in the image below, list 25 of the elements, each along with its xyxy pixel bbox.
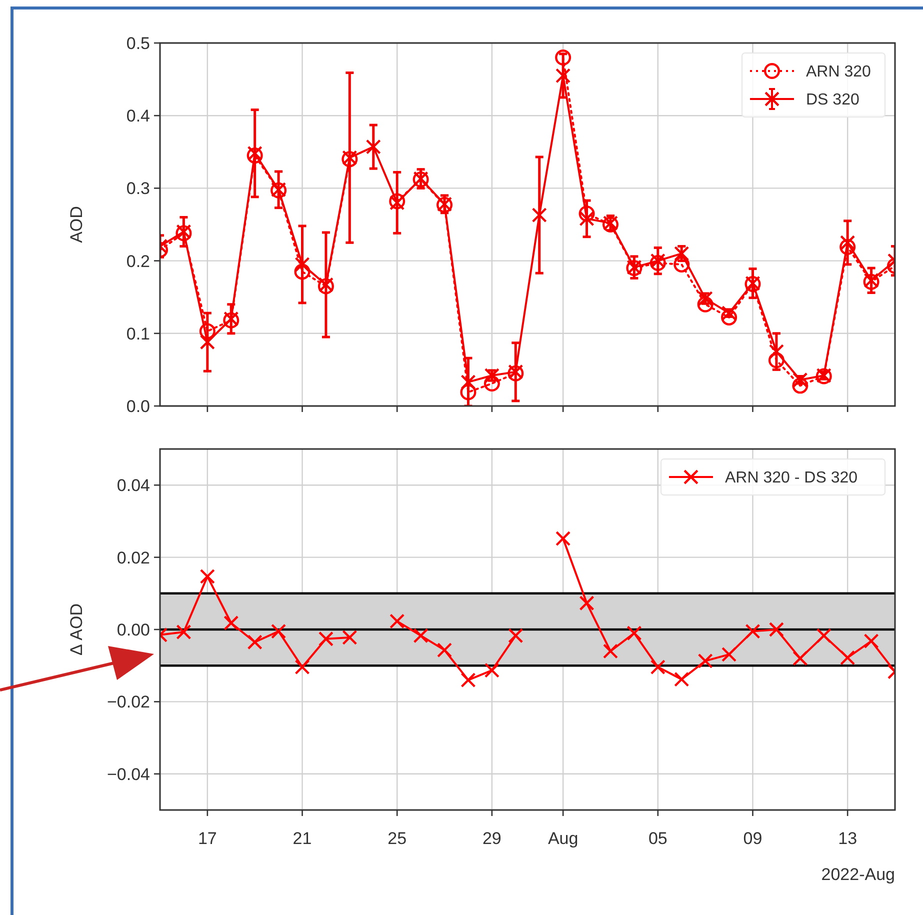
x-tick-label: 13 <box>838 829 858 848</box>
y-tick-label: 0.00 <box>116 620 150 640</box>
x-tick-label: 25 <box>388 829 407 848</box>
y-tick-label: −0.02 <box>106 692 150 712</box>
legend-label: ARN 320 <box>806 64 872 81</box>
x-tick-label: 21 <box>292 829 312 848</box>
y-tick-label: 0.1 <box>126 324 150 344</box>
y-tick-label: 0.04 <box>116 476 150 496</box>
y-tick-label: 0.2 <box>126 252 150 271</box>
y-tick-label: 0.02 <box>116 548 150 568</box>
y-tick-label: 0.5 <box>126 34 150 53</box>
x-tick-label: 17 <box>198 829 217 848</box>
y-axis-title: AOD <box>67 206 86 243</box>
y-tick-label: −0.04 <box>106 764 150 784</box>
y-axis-title: Δ AOD <box>67 604 86 656</box>
legend-label: DS 320 <box>806 92 860 109</box>
y-tick-label: 0.3 <box>126 179 150 198</box>
legend-label: ARN 320 - DS 320 <box>725 470 858 487</box>
x-axis-title: 2022-Aug <box>821 865 895 884</box>
x-tick-label: Aug <box>548 829 578 848</box>
x-tick-label: 05 <box>648 829 668 848</box>
y-tick-label: 0.4 <box>126 106 150 126</box>
x-tick-label: 29 <box>482 829 502 848</box>
y-tick-label: 0.0 <box>126 396 150 416</box>
x-tick-label: 09 <box>743 829 762 848</box>
